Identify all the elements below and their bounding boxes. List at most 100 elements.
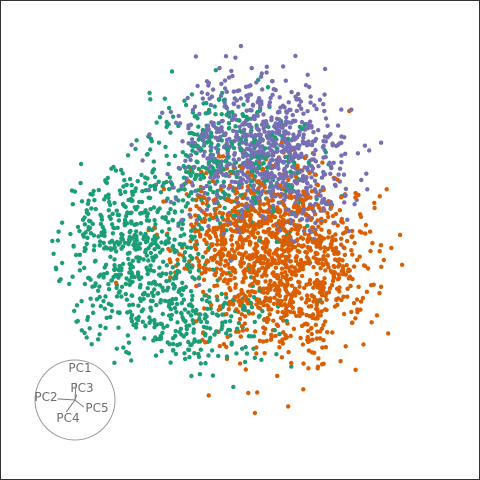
scatter-point-series-1	[84, 241, 90, 246]
scatter-point-series-3	[358, 299, 364, 304]
scatter-point-series-2	[147, 132, 152, 137]
scatter-point-series-2	[165, 171, 170, 177]
scatter-point-series-2	[284, 174, 290, 179]
scatter-point-series-3	[251, 191, 257, 196]
scatter-point-series-3	[277, 345, 282, 350]
scatter-point-series-2	[245, 203, 251, 208]
scatter-point-series-1	[219, 214, 225, 220]
scatter-point-series-2	[189, 137, 195, 142]
scatter-point-series-1	[241, 102, 246, 107]
scatter-point-series-3	[182, 266, 187, 271]
scatter-point-series-2	[268, 180, 273, 185]
scatter-point-series-3	[364, 289, 370, 294]
scatter-point-series-1	[192, 337, 197, 342]
scatter-point-series-2	[316, 128, 321, 133]
scatter-point-series-2	[301, 173, 306, 179]
scatter-point-series-1	[127, 176, 133, 182]
scatter-point-series-1	[98, 323, 103, 329]
scatter-point-series-1	[82, 215, 87, 220]
scatter-point-series-2	[208, 102, 214, 108]
scatter-point-series-3	[222, 237, 228, 243]
scatter-point-series-3	[335, 177, 340, 182]
scatter-point-series-1	[152, 174, 158, 180]
scatter-point-series-1	[134, 222, 139, 227]
scatter-point-series-3	[325, 330, 330, 335]
scatter-point-series-2	[283, 170, 288, 176]
scatter-point-series-3	[211, 198, 216, 203]
scatter-point-series-3	[232, 294, 237, 300]
scatter-point-series-3	[261, 229, 266, 234]
scatter-point-series-1	[95, 337, 101, 342]
scatter-point-series-1	[209, 348, 215, 353]
scatter-point-series-2	[271, 173, 277, 179]
scatter-point-series-2	[201, 186, 206, 191]
scatter-point-series-3	[268, 218, 274, 223]
scatter-point-series-2	[311, 152, 317, 157]
scatter-point-series-1	[69, 188, 75, 193]
scatter-point-series-3	[210, 257, 215, 263]
scatter-point-series-1	[194, 151, 199, 156]
scatter-point-series-1	[165, 340, 170, 345]
scatter-point-series-1	[196, 351, 201, 357]
scatter-point-series-1	[94, 297, 100, 302]
scatter-point-series-3	[315, 366, 320, 371]
scatter-point-series-1	[195, 188, 201, 193]
scatter-point-series-1	[204, 320, 210, 325]
scatter-point-series-1	[98, 272, 103, 277]
scatter-point-series-1	[107, 240, 113, 245]
scatter-point-series-1	[96, 234, 101, 239]
scatter-point-series-2	[320, 185, 325, 190]
scatter-point-series-2	[229, 179, 234, 184]
scatter-point-series-3	[256, 255, 261, 260]
scatter-point-series-1	[124, 297, 130, 302]
scatter-point-series-3	[238, 252, 244, 257]
scatter-point-series-1	[174, 309, 179, 315]
scatter-point-series-3	[294, 313, 299, 318]
scatter-point-series-2	[200, 96, 205, 101]
scatter-point-series-3	[377, 290, 382, 296]
scatter-point-series-3	[322, 307, 328, 312]
scatter-point-series-2	[235, 200, 241, 205]
scatter-point-series-1	[159, 348, 164, 354]
scatter-point-series-2	[255, 99, 260, 105]
scatter-point-series-2	[250, 184, 256, 190]
scatter-point-series-3	[223, 291, 229, 297]
scatter-point-series-1	[189, 170, 195, 175]
scatter-point-series-2	[277, 132, 282, 137]
scatter-point-series-3	[242, 218, 247, 223]
scatter-point-series-3	[350, 276, 355, 282]
scatter-point-series-3	[211, 229, 217, 235]
scatter-point-series-1	[271, 208, 276, 214]
scatter-point-series-2	[255, 150, 260, 155]
scatter-point-series-3	[221, 223, 226, 228]
scatter-point-series-3	[279, 355, 285, 360]
scatter-point-series-1	[74, 319, 79, 324]
scatter-point-series-1	[88, 296, 93, 301]
scatter-point-series-1	[199, 297, 205, 302]
scatter-point-series-1	[185, 245, 190, 250]
scatter-point-series-2	[236, 157, 242, 162]
scatter-point-series-3	[221, 227, 227, 232]
scatter-point-series-3	[266, 304, 271, 309]
scatter-point-series-1	[196, 268, 201, 273]
scatter-point-series-2	[222, 131, 227, 137]
scatter-point-series-1	[192, 351, 197, 356]
scatter-point-series-3	[363, 222, 369, 228]
scatter-point-series-1	[166, 105, 172, 111]
scatter-point-series-2	[176, 165, 181, 171]
scatter-point-series-1	[127, 250, 132, 255]
scatter-point-series-3	[328, 268, 334, 274]
scatter-point-series-1	[118, 167, 124, 173]
scatter-point-series-1	[251, 140, 256, 145]
scatter-point-series-3	[161, 186, 167, 192]
scatter-point-series-1	[82, 281, 88, 287]
scatter-point-series-2	[176, 113, 181, 119]
scatter-point-series-3	[225, 334, 230, 340]
scatter-point-series-2	[254, 125, 259, 131]
scatter-point-series-1	[140, 307, 146, 312]
scatter-point-series-3	[264, 273, 269, 278]
scatter-point-series-2	[168, 199, 173, 205]
scatter-point-series-3	[274, 287, 279, 292]
scatter-point-series-3	[334, 297, 339, 302]
scatter-point-series-1	[72, 308, 77, 314]
